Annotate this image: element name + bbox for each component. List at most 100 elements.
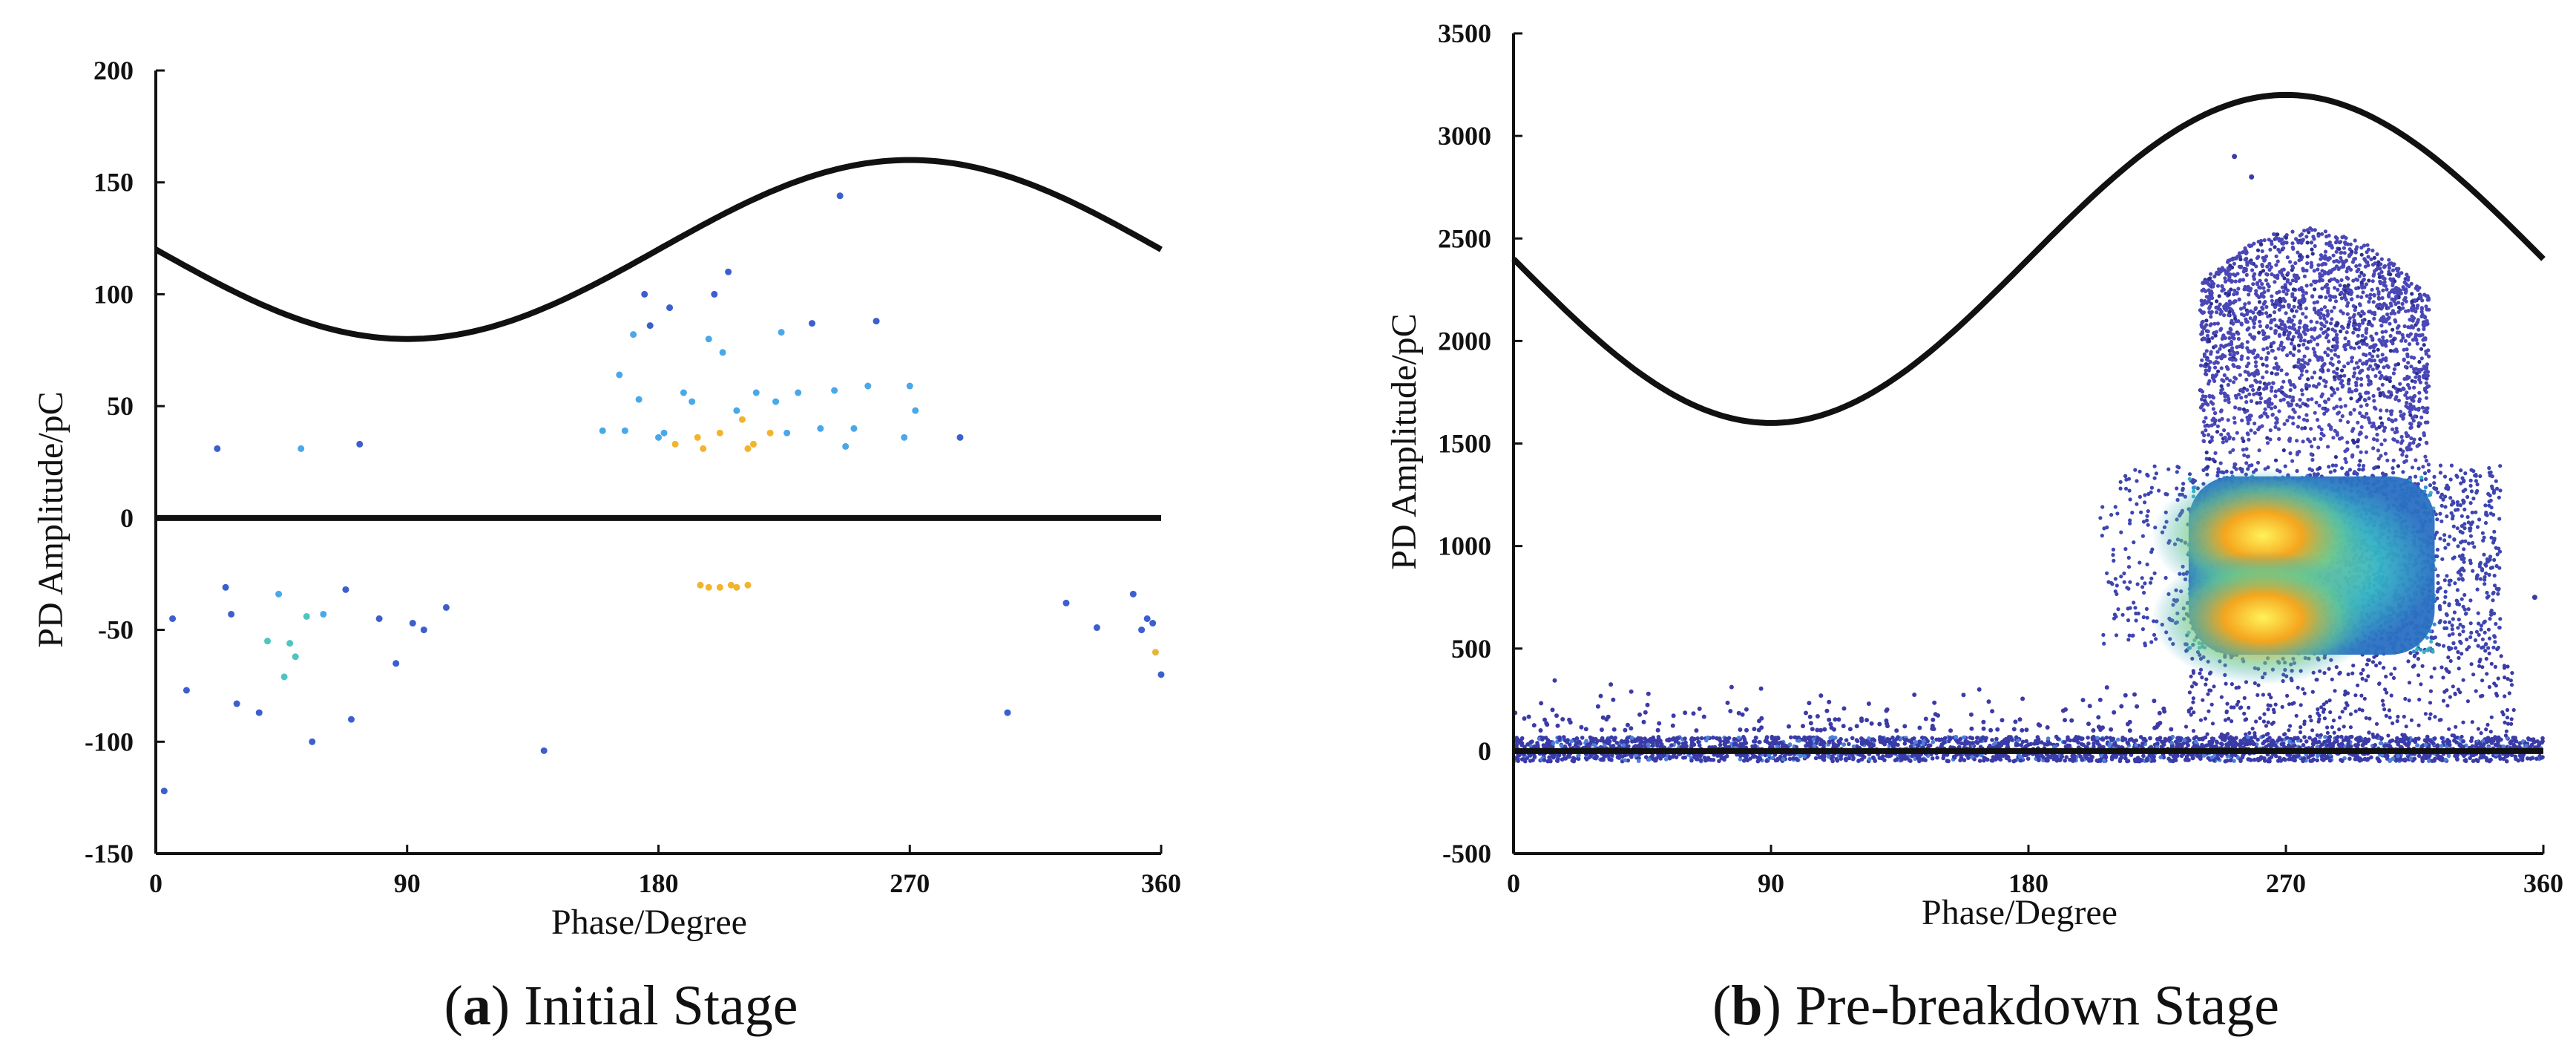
data-point bbox=[1948, 736, 1953, 742]
data-point bbox=[2293, 736, 2298, 741]
data-point bbox=[2206, 465, 2210, 469]
data-point bbox=[1539, 701, 1544, 706]
data-point bbox=[2482, 535, 2486, 540]
data-point bbox=[1742, 736, 1747, 742]
data-point bbox=[1930, 724, 1935, 728]
data-point bbox=[2387, 708, 2391, 713]
data-point bbox=[1942, 736, 1948, 741]
panel-a-x-axis-title: Phase/Degree bbox=[551, 903, 747, 942]
data-point bbox=[2193, 739, 2198, 745]
data-point bbox=[901, 433, 908, 441]
data-point bbox=[1637, 712, 1642, 717]
data-point bbox=[1833, 717, 1838, 722]
data-point bbox=[2100, 505, 2105, 509]
data-point bbox=[1609, 682, 1614, 687]
data-point bbox=[2123, 486, 2129, 491]
data-point bbox=[1751, 754, 1755, 759]
data-point bbox=[2295, 754, 2299, 759]
data-point bbox=[2287, 702, 2292, 707]
data-point bbox=[1629, 689, 1634, 694]
data-point bbox=[2536, 744, 2541, 748]
data-point bbox=[2037, 758, 2041, 762]
data-point bbox=[1674, 755, 1679, 759]
data-point bbox=[2414, 474, 2418, 479]
data-point bbox=[2134, 611, 2138, 616]
data-point bbox=[1847, 727, 1853, 732]
data-point bbox=[2416, 327, 2421, 332]
data-point bbox=[2412, 437, 2416, 442]
data-point bbox=[2019, 743, 2024, 747]
data-point bbox=[2130, 511, 2135, 515]
data-point bbox=[2450, 623, 2454, 628]
data-point bbox=[2268, 704, 2273, 708]
data-point bbox=[2483, 575, 2487, 580]
data-point bbox=[2316, 719, 2321, 724]
data-point bbox=[280, 673, 288, 681]
data-point bbox=[2064, 755, 2069, 759]
data-point bbox=[2480, 678, 2485, 683]
data-point bbox=[2310, 690, 2315, 694]
data-point bbox=[1698, 758, 1703, 762]
data-point bbox=[2480, 567, 2485, 572]
data-point bbox=[2149, 490, 2153, 494]
data-point bbox=[1789, 735, 1793, 740]
data-point bbox=[1826, 754, 1831, 759]
data-point bbox=[2002, 738, 2007, 742]
data-point bbox=[1896, 735, 1900, 739]
data-point bbox=[2348, 725, 2353, 730]
data-point bbox=[2389, 672, 2393, 676]
data-point bbox=[2382, 666, 2386, 670]
data-point bbox=[1812, 744, 1817, 748]
data-point bbox=[2327, 738, 2332, 743]
data-point bbox=[2455, 500, 2460, 505]
data-point bbox=[2048, 742, 2053, 746]
data-point bbox=[2457, 632, 2462, 637]
data-point bbox=[2262, 756, 2267, 761]
data-point bbox=[2472, 545, 2477, 549]
data-point bbox=[2238, 466, 2243, 471]
data-point bbox=[660, 429, 668, 436]
data-point bbox=[1877, 756, 1882, 760]
data-point bbox=[1638, 741, 1643, 746]
data-point bbox=[2255, 737, 2260, 742]
data-point bbox=[2175, 470, 2179, 474]
data-point bbox=[2201, 468, 2206, 473]
data-point bbox=[2431, 636, 2436, 641]
data-point bbox=[1555, 759, 1560, 763]
data-point bbox=[2419, 682, 2423, 687]
data-point bbox=[2135, 756, 2140, 760]
data-point bbox=[1827, 739, 1832, 745]
data-point bbox=[1516, 759, 1520, 763]
data-point bbox=[1773, 758, 1778, 763]
data-point bbox=[1794, 736, 1799, 740]
data-point bbox=[2435, 589, 2439, 594]
data-point bbox=[2459, 540, 2463, 545]
data-point bbox=[2427, 754, 2431, 759]
data-point bbox=[2379, 741, 2383, 745]
data-point bbox=[1939, 745, 1944, 749]
data-point bbox=[2120, 612, 2125, 617]
data-point bbox=[2389, 693, 2393, 698]
data-point bbox=[2189, 706, 2193, 711]
data-point bbox=[1514, 743, 1519, 747]
data-point bbox=[1535, 741, 1540, 745]
data-point bbox=[2407, 740, 2411, 745]
data-point bbox=[2440, 557, 2445, 561]
data-point bbox=[2511, 707, 2516, 713]
data-point bbox=[2097, 743, 2102, 747]
data-point bbox=[1850, 736, 1855, 741]
data-point bbox=[2474, 577, 2479, 581]
data-point bbox=[2385, 287, 2389, 292]
data-point bbox=[2445, 669, 2449, 673]
data-point bbox=[2460, 597, 2464, 601]
data-point bbox=[2161, 755, 2166, 760]
data-point bbox=[2134, 618, 2138, 623]
data-point bbox=[1580, 736, 1585, 740]
data-point bbox=[2406, 361, 2411, 365]
data-point bbox=[2480, 665, 2485, 670]
data-point bbox=[1859, 716, 1864, 721]
data-point bbox=[1921, 742, 1925, 746]
data-point bbox=[733, 407, 740, 414]
data-point bbox=[2380, 698, 2385, 703]
